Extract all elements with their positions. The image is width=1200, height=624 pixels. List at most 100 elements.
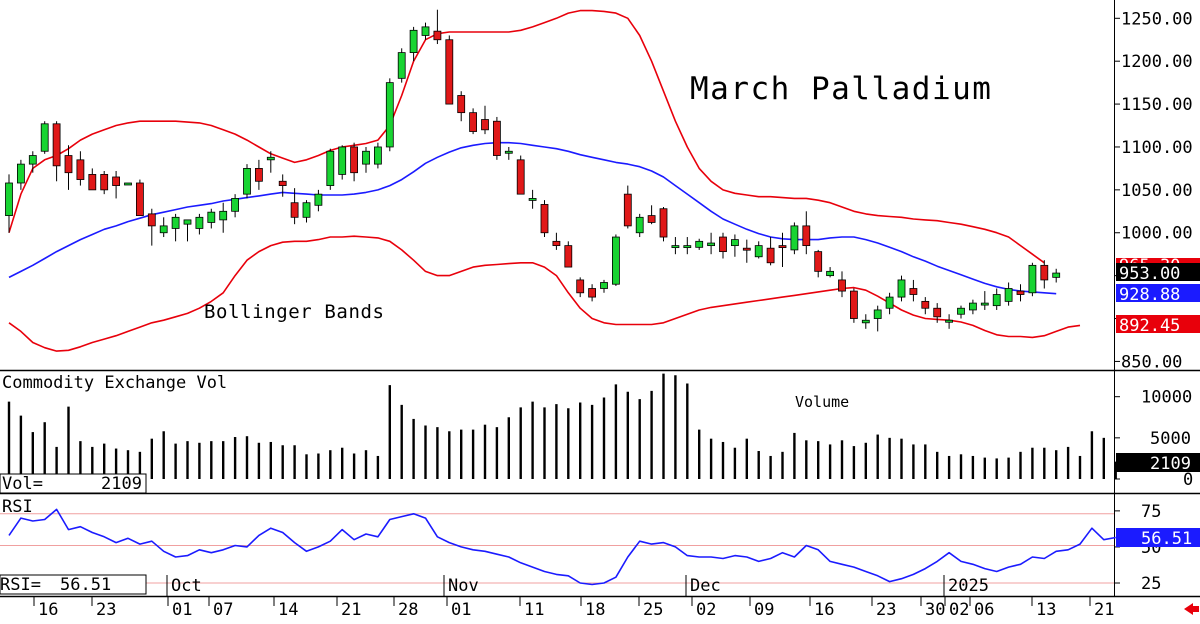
candle-body xyxy=(147,213,156,227)
day-label: 01 xyxy=(451,600,471,620)
candle-body xyxy=(40,123,49,152)
day-label: 02 xyxy=(696,600,716,620)
last-value-box xyxy=(1116,315,1200,333)
candle-body xyxy=(231,198,240,212)
candle xyxy=(838,271,846,298)
last-value-box xyxy=(1116,263,1200,281)
candle-body xyxy=(290,202,299,218)
candle xyxy=(885,292,894,315)
candle xyxy=(897,275,906,302)
candle-body xyxy=(76,159,85,180)
day-label: 09 xyxy=(754,600,774,620)
price-axis-label: 850.00 xyxy=(1121,352,1182,372)
candle-body xyxy=(552,240,561,247)
candle xyxy=(1028,262,1037,297)
candle-body xyxy=(16,163,25,184)
candle-body xyxy=(266,156,275,161)
candle xyxy=(564,241,573,268)
candle xyxy=(76,151,85,186)
candle-body xyxy=(850,290,858,319)
candle xyxy=(742,239,751,263)
candle xyxy=(100,170,109,195)
candle xyxy=(385,78,394,152)
month-label: Dec xyxy=(690,576,721,596)
candle xyxy=(719,232,727,259)
middle-band-line xyxy=(8,141,1057,295)
month-label: Nov xyxy=(448,576,479,596)
candle xyxy=(124,182,132,186)
candle xyxy=(362,146,370,173)
candle xyxy=(40,121,49,154)
last-value-box xyxy=(1116,284,1200,302)
candle-body xyxy=(564,245,573,268)
candle-body xyxy=(421,26,430,36)
candle-body xyxy=(457,95,466,114)
candle-body xyxy=(969,302,977,311)
candle xyxy=(850,288,858,323)
candle xyxy=(814,249,823,278)
rsi-last-box xyxy=(1116,528,1200,547)
candle-body xyxy=(921,300,930,309)
candle xyxy=(28,151,37,173)
candle-body xyxy=(612,236,620,285)
day-label: 25 xyxy=(643,600,663,620)
day-label: 23 xyxy=(96,600,116,620)
candle-body xyxy=(588,288,596,298)
candle xyxy=(683,237,692,255)
candle-body xyxy=(707,242,715,247)
candle xyxy=(52,121,61,182)
candle-body xyxy=(992,294,1001,307)
candle-body xyxy=(385,82,394,148)
candle xyxy=(576,277,585,298)
candle-body xyxy=(600,282,608,289)
volume-axis-label: 0 xyxy=(1183,470,1193,490)
upper-band-line xyxy=(8,9,1045,264)
candle xyxy=(588,284,596,302)
candle-body xyxy=(731,239,739,247)
candle-body xyxy=(326,150,335,186)
candle-body xyxy=(243,168,251,195)
candle xyxy=(421,22,430,40)
candle-body xyxy=(861,319,870,324)
day-label: 02 xyxy=(949,600,969,620)
candle-body xyxy=(100,174,109,191)
candle xyxy=(445,35,454,105)
price-axis-label: 1150.00 xyxy=(1121,95,1193,115)
candle-body xyxy=(52,123,61,167)
candle-body xyxy=(885,296,894,309)
candle-body xyxy=(314,193,323,206)
candle-body xyxy=(695,240,704,248)
candle xyxy=(802,211,811,255)
chart-title: March Palladium xyxy=(690,71,992,107)
candle xyxy=(1004,282,1013,306)
candle xyxy=(88,168,97,191)
volume-readout-label: Vol= xyxy=(2,474,43,494)
candle xyxy=(861,314,870,329)
day-label: 21 xyxy=(341,600,361,620)
day-label: 07 xyxy=(213,600,233,620)
day-label: 18 xyxy=(585,600,605,620)
candle-body xyxy=(397,52,406,79)
price-axis-label: 1000.00 xyxy=(1121,224,1193,244)
candle xyxy=(207,208,216,229)
candle-body xyxy=(766,247,775,264)
rsi-readout-box xyxy=(0,574,147,595)
candle-body xyxy=(195,216,204,229)
candle-body xyxy=(445,39,454,105)
volume-axis-label: 10000 xyxy=(1141,388,1192,408)
candle xyxy=(338,145,347,180)
candle xyxy=(135,179,144,216)
candle xyxy=(826,267,834,278)
volume-axis-label: 5000 xyxy=(1150,429,1191,449)
candle-body xyxy=(504,150,513,154)
volume-readout-value: 2109 xyxy=(101,474,142,494)
candle-body xyxy=(171,216,180,229)
candle-body xyxy=(124,182,132,186)
rsi-axis-label: 75 xyxy=(1141,502,1161,522)
day-label: 16 xyxy=(38,600,58,620)
scroll-left-arrow-icon xyxy=(1184,603,1199,615)
candle-body xyxy=(28,155,37,165)
day-label: 01 xyxy=(172,600,192,620)
candle-body xyxy=(1028,264,1037,294)
